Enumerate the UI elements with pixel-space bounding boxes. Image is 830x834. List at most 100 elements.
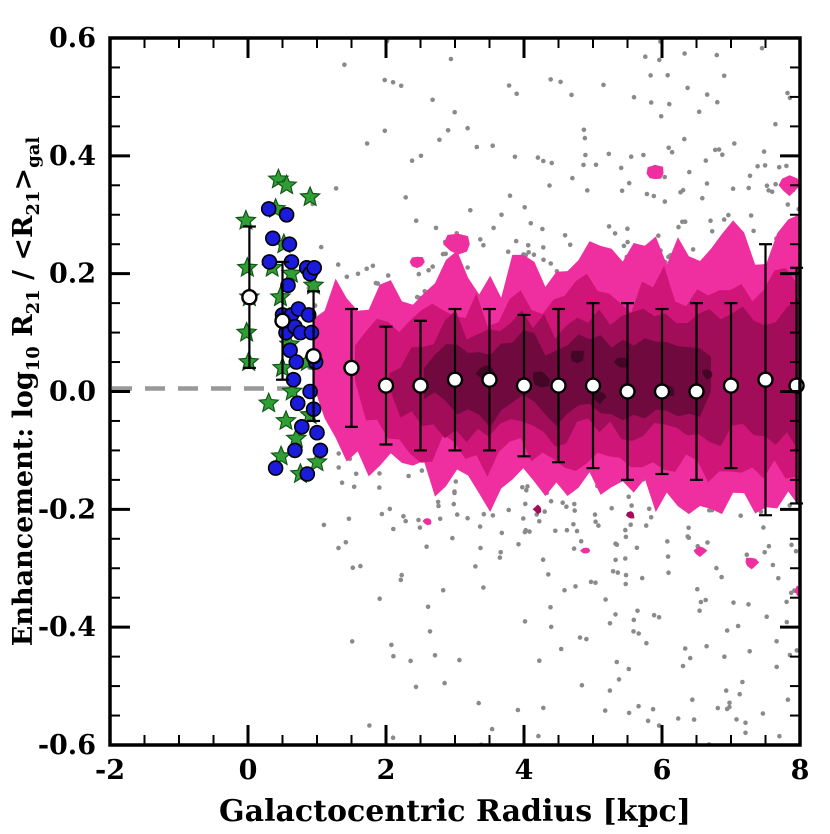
gray-dot	[747, 173, 753, 179]
gray-dot	[639, 575, 645, 581]
gray-dot	[321, 522, 327, 528]
gray-dot	[704, 92, 710, 97]
ticks	[108, 36, 802, 747]
gray-dot	[748, 213, 754, 218]
gray-dot	[629, 503, 634, 508]
green-star-marker	[275, 173, 298, 195]
gray-dot	[719, 574, 724, 580]
gray-dot	[623, 572, 629, 578]
gray-dot	[481, 511, 487, 517]
gray-dot	[764, 614, 769, 619]
contour-blob	[580, 547, 591, 554]
contour-blob	[422, 518, 432, 526]
gray-dot	[762, 163, 768, 168]
contour-blob	[702, 369, 713, 380]
gray-dot	[577, 635, 583, 640]
gray-dot	[714, 565, 719, 571]
gray-dot	[615, 570, 621, 575]
gray-dot	[408, 658, 413, 664]
gray-dot	[715, 705, 721, 711]
gray-dot	[623, 556, 628, 561]
gray-dot	[760, 711, 766, 716]
gray-dot	[413, 218, 419, 223]
median-circle-marker	[412, 377, 429, 394]
gray-dot	[355, 271, 361, 277]
gray-dot	[358, 563, 363, 569]
gray-dot	[585, 188, 590, 193]
y-tick-label: 0.6	[49, 23, 96, 54]
gray-dot	[537, 519, 542, 524]
gray-dot	[784, 163, 789, 169]
median-circle-marker	[343, 359, 360, 377]
gray-dot	[623, 527, 628, 533]
gray-dot	[367, 723, 372, 728]
gray-dot	[776, 164, 782, 170]
median-circle-marker	[481, 371, 498, 388]
gray-dot	[738, 513, 743, 518]
gray-dot	[593, 162, 599, 168]
green-star-marker	[274, 409, 298, 431]
gray-dot	[535, 155, 541, 160]
gray-dot	[784, 619, 790, 625]
gray-dot	[417, 525, 423, 530]
gray-dot	[506, 83, 512, 88]
gray-dot	[592, 512, 598, 517]
gray-dot	[387, 506, 393, 512]
gray-dot	[678, 190, 683, 195]
gray-dot	[582, 135, 588, 141]
gray-dot	[564, 527, 570, 533]
gray-dot	[761, 149, 767, 154]
gray-dot	[703, 158, 709, 163]
green-star-marker	[269, 285, 292, 307]
median-circle-marker	[446, 371, 464, 388]
gray-dot	[755, 164, 760, 169]
gray-dot	[377, 596, 383, 601]
gray-dot	[373, 280, 379, 286]
gray-dot	[726, 212, 731, 218]
gray-dot	[351, 484, 357, 490]
gray-dot	[450, 535, 455, 541]
gray-dot	[734, 717, 739, 722]
blue-circle-marker	[312, 442, 329, 459]
gray-dot	[648, 100, 654, 105]
gray-dot	[625, 226, 630, 231]
gray-dot	[571, 522, 576, 527]
gray-dot	[382, 128, 388, 134]
gray-dot	[700, 195, 705, 201]
gray-dot	[560, 500, 565, 506]
gray-dot	[794, 648, 800, 653]
gray-dot	[497, 555, 503, 560]
blue-circle-marker	[289, 395, 306, 412]
gray-dot	[401, 514, 406, 519]
gray-dot	[773, 181, 778, 187]
gray-dot	[562, 588, 567, 593]
gray-dot	[785, 697, 791, 702]
gray-dot	[656, 233, 661, 238]
gray-dot	[714, 52, 720, 58]
gray-dot	[425, 604, 431, 610]
gray-dot	[489, 726, 495, 732]
gray-dot	[481, 585, 486, 590]
gray-dot	[785, 202, 791, 207]
gray-dot	[708, 218, 713, 223]
gray-dot	[336, 465, 342, 470]
contour-blob	[778, 175, 800, 197]
gray-dot	[682, 136, 687, 142]
gray-dot	[346, 516, 352, 522]
gray-dot	[680, 663, 686, 669]
gray-dot	[542, 509, 547, 514]
gray-dot	[793, 548, 799, 554]
gray-dot	[572, 508, 577, 513]
gray-dot	[662, 174, 667, 180]
gray-dot	[364, 266, 370, 272]
gray-dot	[747, 649, 752, 654]
gray-dot	[541, 158, 546, 164]
gray-dot	[548, 624, 554, 630]
gray-dot	[505, 249, 511, 254]
gray-dot	[490, 513, 496, 518]
blue-circle-marker	[303, 324, 320, 341]
gray-dot	[774, 664, 779, 670]
gray-dot	[570, 175, 575, 181]
green-star-marker	[280, 262, 303, 284]
